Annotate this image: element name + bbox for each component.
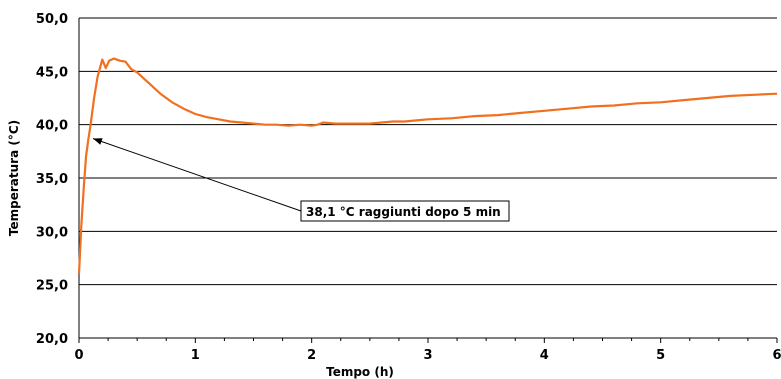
x-tick-label: 6 xyxy=(772,348,781,363)
y-tick-label: 20,0 xyxy=(36,332,68,347)
y-tick-label: 40,0 xyxy=(36,119,68,134)
x-tick-label: 1 xyxy=(191,348,200,363)
x-tick-label: 5 xyxy=(656,348,665,363)
y-axis-title: Temperatura (°C) xyxy=(7,120,21,236)
y-tick-label: 25,0 xyxy=(36,279,68,294)
annotation-label: 38,1 °C raggiunti dopo 5 min xyxy=(306,205,501,219)
x-axis-ticks: 0 1 2 3 4 5 6 xyxy=(74,338,781,363)
annotation-arrow xyxy=(92,138,302,212)
y-axis-ticks: 20,0 25,0 30,0 35,0 40,0 45,0 50,0 xyxy=(36,12,68,347)
y-tick-label: 50,0 xyxy=(36,12,68,27)
temperature-series-line xyxy=(77,57,778,275)
x-tick-label: 4 xyxy=(540,348,549,363)
x-axis-title: Tempo (h) xyxy=(326,365,394,379)
y-tick-label: 35,0 xyxy=(36,172,68,187)
annotation: 38,1 °C raggiunti dopo 5 min xyxy=(92,138,510,222)
annotation-box xyxy=(300,200,510,222)
x-tick-label: 0 xyxy=(74,348,83,363)
annotation-arrowhead xyxy=(92,138,103,145)
y-tick-label: 30,0 xyxy=(36,225,68,240)
gridlines xyxy=(79,17,777,339)
x-tick-label: 2 xyxy=(307,348,316,363)
y-tick-label: 45,0 xyxy=(36,65,68,80)
x-tick-label: 3 xyxy=(423,348,432,363)
